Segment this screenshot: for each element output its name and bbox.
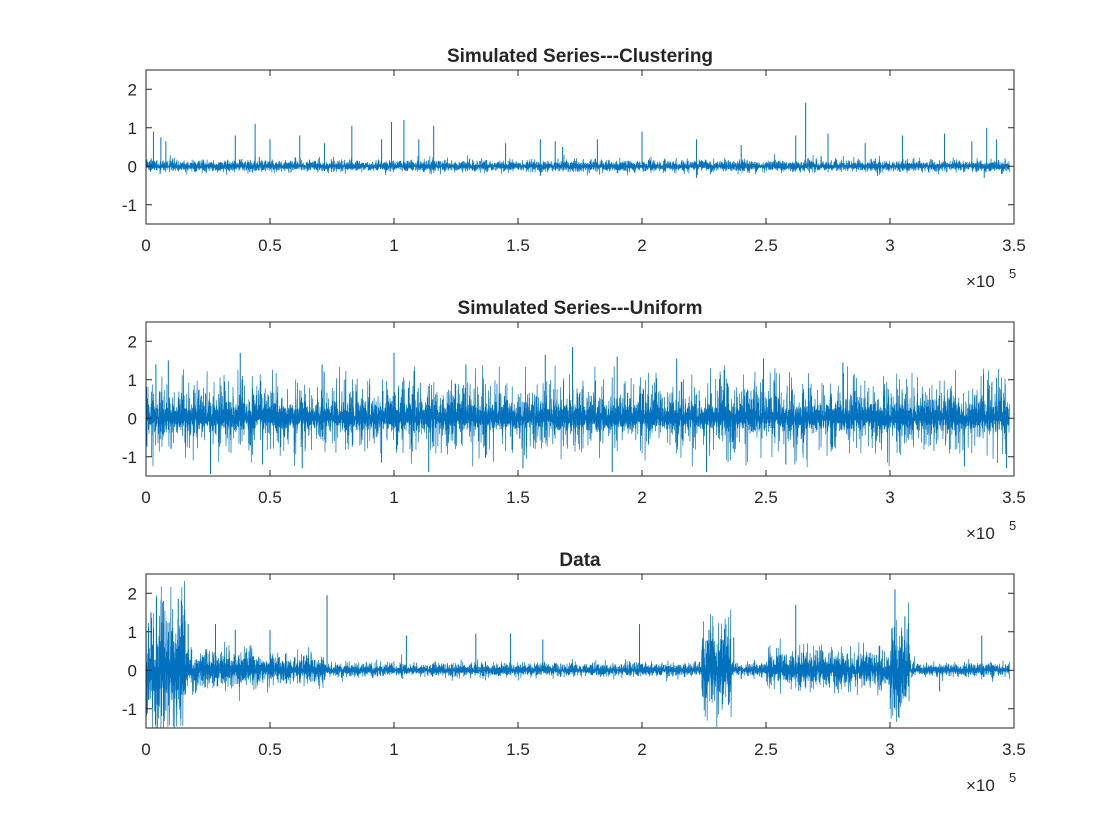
- y-tick-label: -1: [122, 196, 137, 215]
- x-tick-label: 0: [141, 488, 150, 507]
- x-tick-label: 3.5: [1002, 236, 1026, 255]
- x-tick-label: 1: [389, 488, 398, 507]
- y-tick-label: 0: [128, 661, 137, 680]
- axes-box: [145, 69, 1015, 225]
- x-tick-label: 0.5: [258, 236, 282, 255]
- x-tick-label: 1: [389, 236, 398, 255]
- x-exponent-label: ×10: [966, 272, 995, 291]
- x-tick-label: 3.5: [1002, 488, 1026, 507]
- x-exponent-power: 5: [1009, 266, 1016, 281]
- chart-title: Simulated Series---Clustering: [447, 46, 713, 67]
- x-tick-label: 0: [141, 236, 150, 255]
- x-tick-label: 1.5: [506, 740, 530, 759]
- x-tick-label: 2.5: [754, 740, 778, 759]
- x-tick-label: 3.5: [1002, 740, 1026, 759]
- x-tick-label: 0: [141, 740, 150, 759]
- x-tick-label: 2.5: [754, 488, 778, 507]
- y-tick-label: 1: [128, 371, 137, 390]
- axes-background: [146, 70, 1014, 224]
- y-tick-label: 1: [128, 623, 137, 642]
- x-tick-label: 1.5: [506, 236, 530, 255]
- y-tick-label: 1: [128, 119, 137, 138]
- x-tick-label: 2: [637, 488, 646, 507]
- series-line: [146, 581, 1010, 728]
- y-tick-label: 2: [128, 80, 137, 99]
- y-tick-label: 2: [128, 332, 137, 351]
- x-tick-label: 2: [637, 236, 646, 255]
- y-tick-label: 2: [128, 584, 137, 603]
- axes-box: [145, 321, 1015, 477]
- y-tick-label: -1: [122, 448, 137, 467]
- x-tick-label: 3: [885, 488, 894, 507]
- x-tick-label: 1: [389, 740, 398, 759]
- y-tick-label: -1: [122, 700, 137, 719]
- x-exponent-power: 5: [1009, 770, 1016, 785]
- axes-background: [146, 574, 1014, 728]
- y-tick-label: 0: [128, 409, 137, 428]
- x-exponent-power: 5: [1009, 518, 1016, 533]
- x-tick-label: 0.5: [258, 488, 282, 507]
- chart-title: Data: [559, 550, 601, 571]
- y-tick-label: 0: [128, 157, 137, 176]
- series-line: [146, 365, 1010, 468]
- chart-title: Simulated Series---Uniform: [458, 298, 703, 319]
- x-tick-label: 3: [885, 740, 894, 759]
- x-exponent-label: ×10: [966, 776, 995, 795]
- subplot-1: 0 0.5 1 1.5 2 2.5 3 3.5 -1 0 1 2 Simulated Series---…: [122, 46, 1026, 291]
- subplot-2: 0 0.5 1 1.5 2 2.5 3 3.5 -1 0 1 2 Simulated Series---…: [122, 298, 1026, 543]
- subplot-3: 0 0.5 1 1.5 2 2.5 3 3.5 -1 0 1 2 Data ×10 5: [122, 550, 1026, 795]
- x-tick-label: 2: [637, 740, 646, 759]
- x-tick-label: 1.5: [506, 488, 530, 507]
- axes-box: [145, 573, 1015, 729]
- x-tick-label: 2.5: [754, 236, 778, 255]
- x-tick-label: 3: [885, 236, 894, 255]
- x-exponent-label: ×10: [966, 524, 995, 543]
- x-tick-label: 0.5: [258, 740, 282, 759]
